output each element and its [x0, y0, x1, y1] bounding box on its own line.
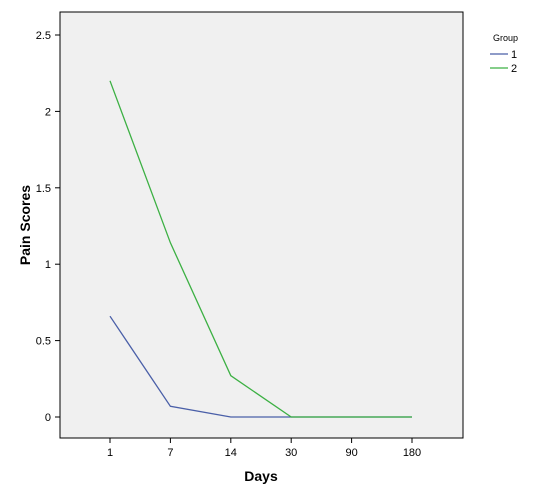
x-axis: 1 7 14 30 90 180 — [107, 438, 421, 459]
y-axis: 0 0.5 1 1.5 2 2.5 — [36, 30, 60, 424]
x-tick-label: 14 — [225, 447, 237, 459]
legend: Group 1 2 — [490, 33, 518, 75]
x-tick-label: 180 — [403, 447, 421, 459]
legend-label-1: 1 — [511, 49, 517, 61]
y-tick-label: 1.5 — [36, 183, 51, 195]
legend-label-2: 2 — [511, 63, 517, 75]
y-tick-label: 0.5 — [36, 336, 51, 348]
x-tick-label: 7 — [167, 447, 173, 459]
series-line-2 — [109, 80, 412, 418]
series-layer — [109, 80, 412, 418]
y-tick-label: 2.5 — [36, 30, 51, 42]
legend-title: Group — [493, 33, 518, 43]
y-axis-title: Pain Scores — [17, 185, 33, 265]
x-tick-label: 30 — [285, 447, 297, 459]
y-tick-label: 2 — [45, 106, 51, 118]
plot-area — [59, 11, 464, 439]
y-tick-label: 0 — [45, 412, 51, 424]
x-axis-title: Days — [244, 468, 278, 484]
y-tick-label: 1 — [45, 259, 51, 271]
x-tick-label: 1 — [107, 447, 113, 459]
x-tick-label: 90 — [345, 447, 357, 459]
